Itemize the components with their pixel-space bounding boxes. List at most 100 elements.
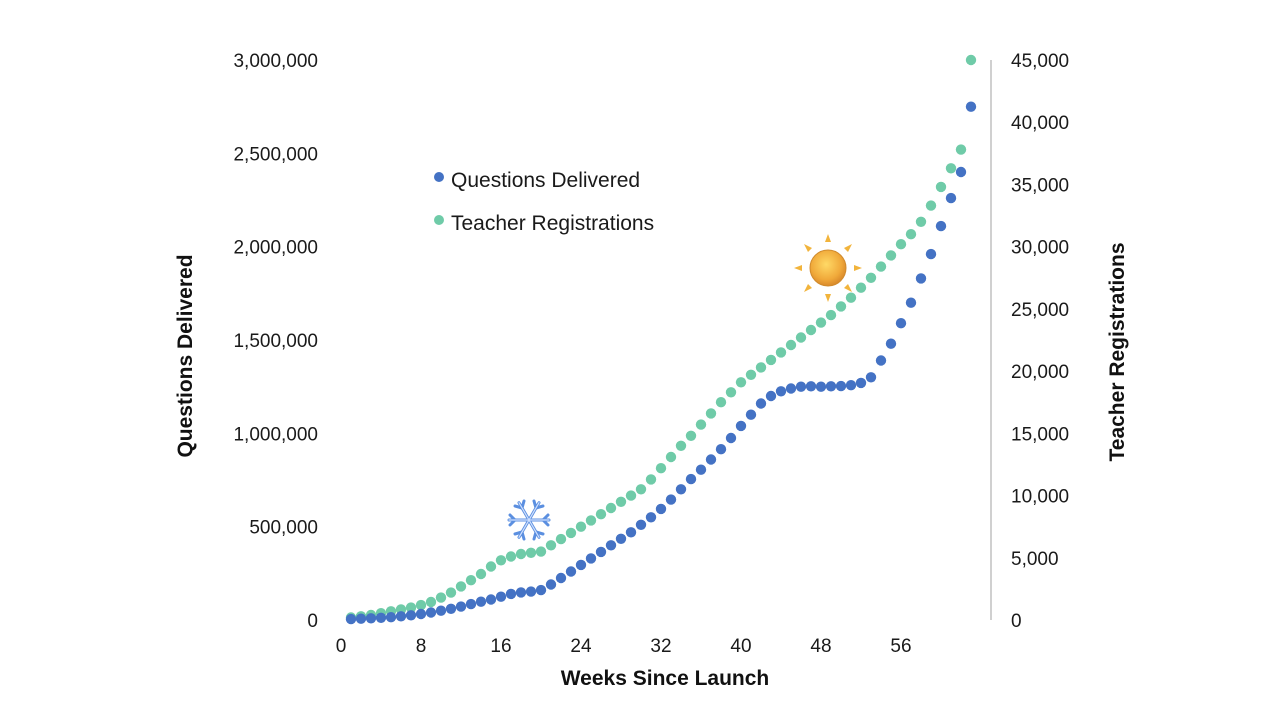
data-point	[445, 603, 457, 614]
data-point	[595, 509, 607, 520]
x-tick-label: 16	[490, 636, 511, 657]
data-point	[755, 362, 767, 373]
data-point	[615, 496, 627, 507]
data-point	[665, 494, 677, 505]
data-point	[605, 502, 617, 514]
data-point	[455, 601, 467, 612]
data-point	[715, 444, 727, 455]
data-point	[495, 555, 507, 566]
data-point	[545, 540, 557, 551]
data-point	[555, 533, 567, 545]
data-point	[815, 317, 827, 328]
data-point	[655, 463, 667, 474]
data-point	[415, 599, 427, 611]
right-y-tick-label: 45,000	[1011, 51, 1069, 72]
data-point	[535, 584, 547, 596]
data-point	[785, 383, 797, 394]
data-point	[905, 297, 917, 308]
sun-icon	[794, 234, 862, 302]
data-point	[355, 613, 367, 624]
data-point	[635, 519, 647, 530]
data-point	[935, 220, 947, 232]
left-y-tick-label: 2,500,000	[233, 144, 318, 165]
x-tick-label: 48	[810, 636, 831, 657]
data-point	[855, 377, 867, 389]
data-point	[385, 612, 397, 623]
data-point	[615, 533, 627, 544]
data-point	[395, 611, 407, 622]
data-point	[795, 381, 807, 392]
right-y-tick-label: 15,000	[1011, 424, 1069, 445]
left-y-tick-label: 2,000,000	[233, 238, 318, 259]
data-point	[725, 387, 737, 398]
data-point	[775, 347, 787, 358]
data-point	[495, 591, 507, 602]
data-point	[485, 561, 497, 572]
right-y-tick-label: 40,000	[1011, 113, 1069, 134]
data-point	[945, 192, 957, 204]
data-point	[475, 596, 487, 607]
data-point	[875, 261, 887, 272]
data-point	[935, 181, 947, 193]
data-point	[715, 397, 727, 408]
data-point	[825, 381, 837, 392]
data-point	[685, 473, 697, 485]
series-layer	[345, 54, 977, 625]
data-point	[585, 515, 597, 526]
series-teacher-registrations	[345, 54, 977, 623]
left-axis-ticks: 0 500,000 1,000,000 1,500,000 2,000,000 2,500…	[233, 51, 318, 632]
data-point	[765, 390, 777, 402]
data-point	[785, 339, 797, 351]
x-axis-title: Weeks Since Launch	[561, 667, 770, 690]
data-point	[515, 548, 527, 560]
data-point	[465, 575, 477, 586]
data-point	[375, 612, 387, 623]
data-point	[485, 594, 497, 605]
data-point	[885, 338, 897, 349]
data-point	[645, 512, 657, 523]
data-point	[435, 592, 447, 603]
legend: Questions Delivered Teacher Registration…	[434, 169, 654, 235]
data-point	[835, 301, 847, 312]
data-point	[675, 484, 687, 495]
data-point	[575, 521, 587, 532]
x-tick-label: 24	[570, 636, 592, 657]
right-axis-ticks: 0 5,000 10,000 15,000 20,000 25,000 30,000 35,0…	[1011, 51, 1069, 632]
data-point	[425, 596, 437, 608]
data-point	[655, 503, 667, 515]
data-point	[705, 454, 717, 465]
data-point	[695, 464, 707, 475]
data-point	[665, 451, 677, 463]
right-y-tick-label: 25,000	[1011, 300, 1069, 321]
data-point	[965, 54, 977, 66]
data-point	[775, 386, 787, 397]
data-point	[635, 484, 647, 495]
data-point	[705, 408, 717, 419]
data-point	[765, 354, 777, 366]
snowflake-icon	[507, 499, 551, 541]
data-point	[915, 216, 927, 227]
data-point	[905, 229, 917, 240]
data-point	[865, 272, 877, 283]
data-point	[955, 144, 967, 155]
left-axis-title: Questions Delivered	[174, 254, 197, 457]
data-point	[695, 419, 707, 430]
data-point	[445, 587, 457, 598]
data-point	[545, 579, 557, 590]
data-point	[625, 527, 637, 538]
series-questions-delivered	[345, 101, 977, 625]
data-point	[825, 309, 837, 321]
data-point	[745, 409, 757, 420]
data-point	[925, 200, 937, 211]
data-point	[675, 440, 687, 451]
legend-label-teachers: Teacher Registrations	[451, 212, 654, 235]
data-point	[735, 420, 747, 432]
data-point	[945, 163, 957, 174]
legend-marker-questions	[434, 172, 444, 182]
data-point	[645, 474, 657, 485]
data-point	[745, 369, 757, 380]
x-axis-ticks: 0 8 16 24 32 40 48 56	[336, 636, 912, 657]
data-point	[455, 581, 467, 592]
data-point	[845, 292, 857, 303]
